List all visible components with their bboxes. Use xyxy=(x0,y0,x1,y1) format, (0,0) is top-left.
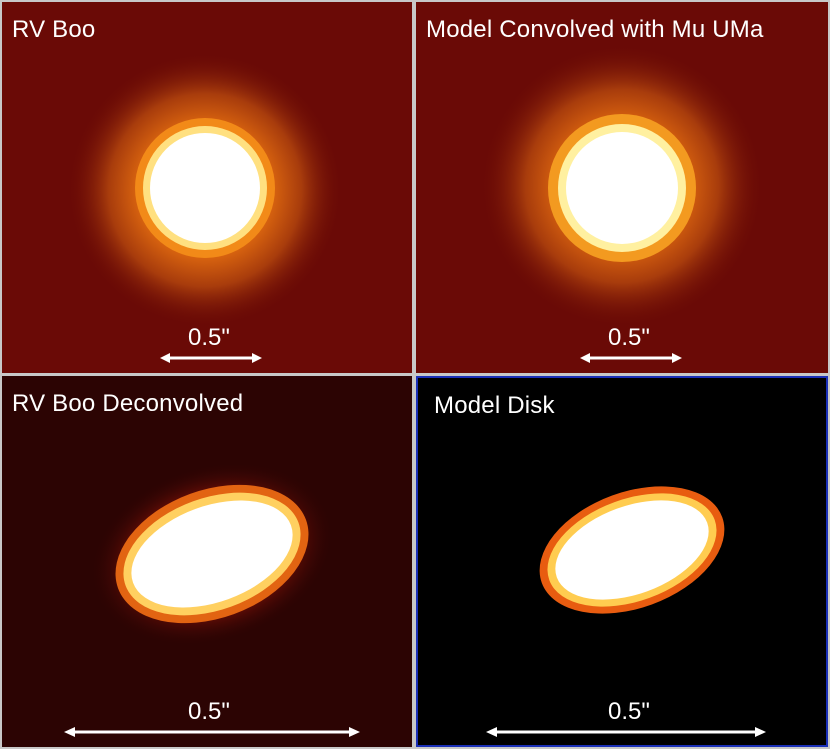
scale-label: 0.5" xyxy=(608,698,650,725)
panel-model-convolved: Model Convolved with Mu UMa 0.5" xyxy=(416,2,828,373)
panel-rv-boo: RV Boo 0.5" xyxy=(2,2,412,373)
saturated-core xyxy=(150,133,260,243)
scale-arrow-left-icon xyxy=(64,727,75,737)
scale-arrow-left-icon xyxy=(160,353,170,363)
scale-label: 0.5" xyxy=(188,324,230,351)
rv-boo-image xyxy=(67,52,343,363)
scale-label: 0.5" xyxy=(608,324,650,351)
scale-arrow-right-icon xyxy=(252,353,262,363)
scale-arrow-left-icon xyxy=(486,727,497,737)
saturated-core xyxy=(131,500,293,608)
panel-title: Model Convolved with Mu UMa xyxy=(426,16,764,43)
panel-title: RV Boo xyxy=(12,16,96,43)
panel-model-disk: Model Disk 0.5" xyxy=(416,376,828,747)
model-convolved-image xyxy=(480,44,764,363)
scale-arrow-right-icon xyxy=(349,727,360,737)
model-disk-image xyxy=(486,486,766,737)
panel-rv-boo-deconvolved: RV Boo Deconvolved 0.5" xyxy=(2,376,412,747)
scale-arrow-right-icon xyxy=(755,727,766,737)
saturated-core xyxy=(566,132,678,244)
rv-boo-deconvolved-image xyxy=(64,461,360,737)
scale-arrow-left-icon xyxy=(580,353,590,363)
scale-arrow-right-icon xyxy=(672,353,682,363)
scale-label: 0.5" xyxy=(188,698,230,725)
panel-title: RV Boo Deconvolved xyxy=(12,390,244,417)
saturated-core xyxy=(555,500,709,600)
panel-title: Model Disk xyxy=(434,392,555,419)
